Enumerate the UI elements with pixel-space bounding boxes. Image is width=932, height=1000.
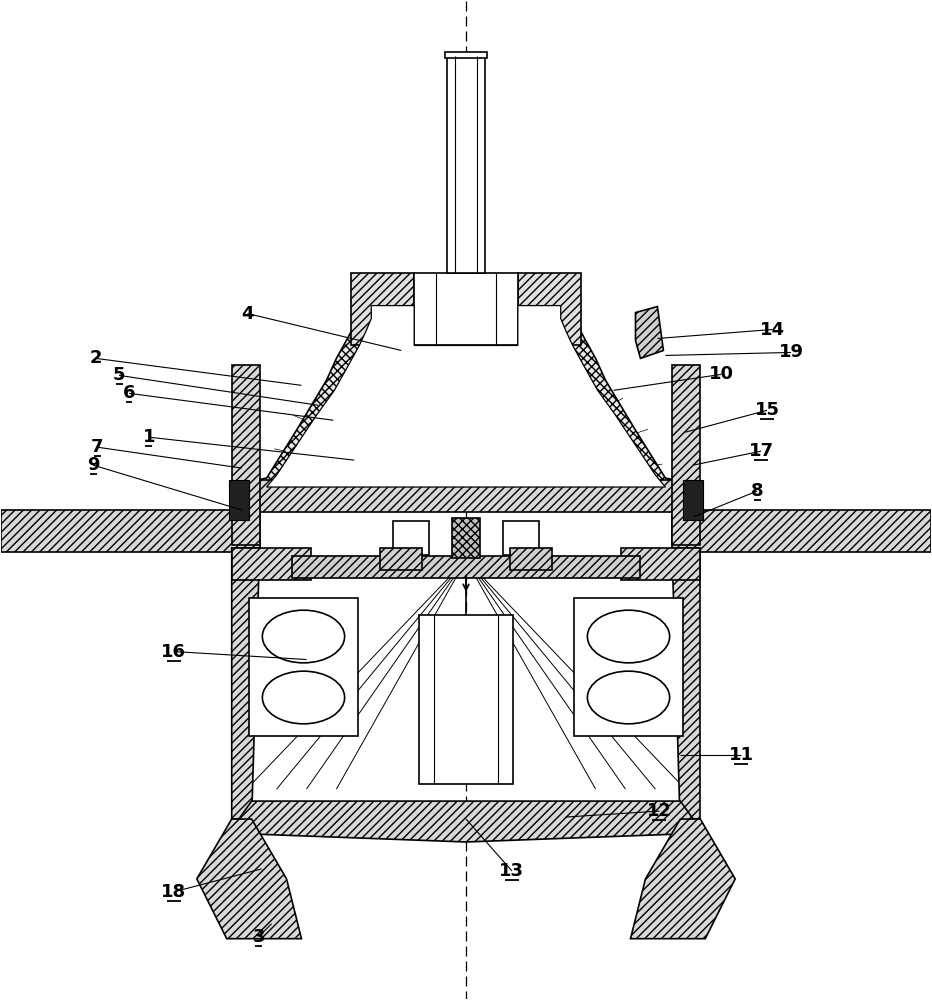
- Text: 16: 16: [161, 643, 186, 661]
- Polygon shape: [232, 365, 260, 545]
- Bar: [418, 615, 514, 784]
- Text: 2: 2: [89, 349, 103, 367]
- Polygon shape: [197, 819, 301, 939]
- Bar: [292, 556, 640, 578]
- Text: 17: 17: [748, 442, 774, 460]
- Polygon shape: [228, 480, 249, 520]
- Text: 5: 5: [113, 366, 125, 384]
- Polygon shape: [683, 480, 704, 520]
- Bar: [447, 56, 485, 273]
- Bar: [503, 521, 539, 555]
- Text: 9: 9: [87, 456, 100, 474]
- Polygon shape: [351, 273, 414, 345]
- Bar: [452, 518, 480, 558]
- Text: 6: 6: [123, 384, 135, 402]
- Bar: [445, 52, 487, 58]
- Text: 11: 11: [729, 746, 754, 764]
- Polygon shape: [631, 819, 735, 939]
- Text: 4: 4: [241, 305, 254, 323]
- Polygon shape: [267, 306, 665, 487]
- Polygon shape: [636, 307, 664, 358]
- Ellipse shape: [587, 610, 669, 663]
- Text: 3: 3: [253, 928, 265, 946]
- Polygon shape: [237, 301, 695, 487]
- Bar: [414, 273, 518, 345]
- Bar: [574, 598, 683, 736]
- Bar: [621, 548, 700, 580]
- Text: 12: 12: [647, 802, 672, 820]
- Polygon shape: [510, 548, 552, 570]
- Bar: [672, 510, 931, 552]
- Polygon shape: [672, 365, 700, 545]
- Text: 8: 8: [751, 482, 763, 500]
- Bar: [237, 480, 695, 512]
- Text: 14: 14: [760, 321, 785, 339]
- Text: 7: 7: [90, 438, 103, 456]
- Text: 1: 1: [143, 428, 156, 446]
- Text: 18: 18: [161, 883, 186, 901]
- Polygon shape: [672, 548, 700, 819]
- Ellipse shape: [587, 671, 669, 724]
- Text: 13: 13: [500, 862, 525, 880]
- Bar: [1, 510, 260, 552]
- Bar: [232, 548, 311, 580]
- Polygon shape: [518, 273, 581, 345]
- Text: 15: 15: [755, 401, 779, 419]
- Bar: [393, 521, 429, 555]
- Ellipse shape: [263, 610, 345, 663]
- Bar: [249, 598, 358, 736]
- Text: 10: 10: [708, 365, 733, 383]
- Polygon shape: [232, 801, 700, 842]
- Ellipse shape: [263, 671, 345, 724]
- Polygon shape: [380, 548, 422, 570]
- Polygon shape: [232, 548, 260, 819]
- Text: 19: 19: [778, 343, 803, 361]
